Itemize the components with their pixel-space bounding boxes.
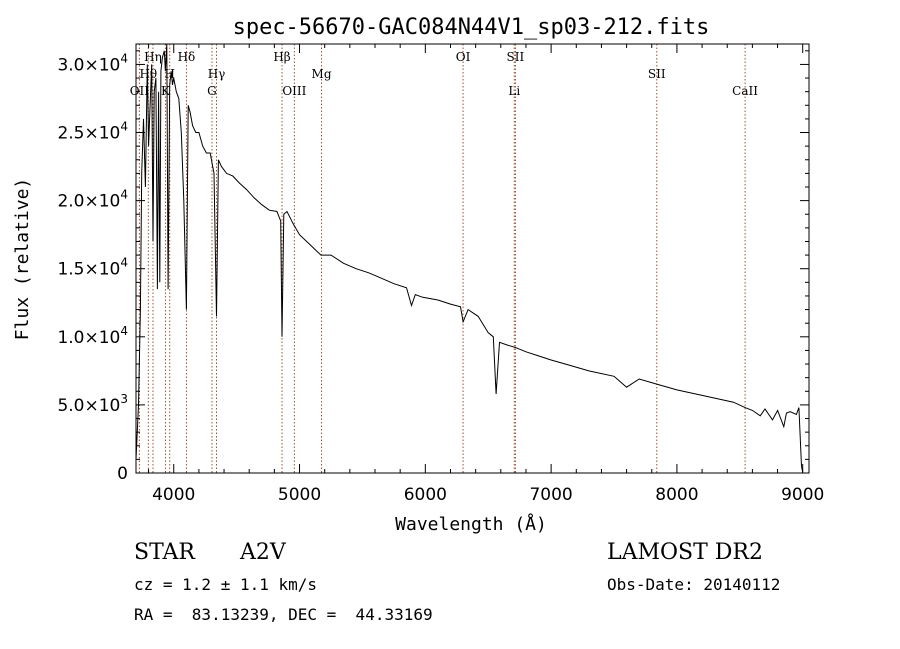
y-tick-label-2: 1.0×104 (57, 324, 128, 348)
y-tick-exponent: 4 (120, 188, 128, 202)
x-axis-label: Wavelength (Å) (395, 513, 547, 535)
y-tick-label-1: 5.0×103 (57, 392, 128, 416)
line-marker-label-13: Li (508, 84, 520, 98)
line-marker-label-0: OII (130, 84, 150, 98)
plot-axes: 4000 5000 6000 7000 8000 900005.0×1031.0×1041… (57, 43, 824, 505)
y-axis-label: Flux (relative) (12, 178, 33, 341)
coordinates: RA = 83.13239, DEC = 44.33169 (134, 605, 433, 624)
line-marker-label-6: G (207, 84, 217, 98)
survey-name: LAMOST DR2 (607, 540, 763, 565)
spectral-line-markers: OII Hθ Hη KH Hδ G Hγ Hβ OIII Mg OI SII Li SII CaII (130, 44, 758, 473)
line-marker-label-9: OIII (282, 84, 306, 98)
line-marker-label-14: SII (648, 67, 666, 81)
chart-title: spec-56670-GAC084N44V1_sp03-212.fits (233, 15, 710, 40)
y-tick-label-6: 3.0×104 (57, 51, 128, 75)
y-tick-label-5: 2.5×104 (57, 120, 128, 144)
x-tick-label-1: 5000 (278, 485, 321, 505)
line-marker-label-10: Mg (312, 67, 332, 81)
y-tick-mantissa: 3.0×10 (57, 55, 120, 75)
y-tick-mantissa: 2.0×10 (57, 192, 120, 212)
subclass: A2V (240, 540, 286, 565)
line-marker-label-8: Hβ (273, 50, 290, 64)
line-marker-label-12: SII (507, 50, 525, 64)
y-tick-mantissa: 2.5×10 (57, 124, 120, 144)
line-marker-label-4: H (164, 67, 174, 81)
line-marker-label-1: Hθ (139, 67, 157, 81)
line-marker-label-7: Hγ (208, 67, 226, 81)
spectrum-line-0 (135, 43, 804, 473)
y-tick-exponent: 4 (120, 324, 128, 338)
obs-date: Obs-Date: 20140112 (607, 575, 781, 594)
y-tick-label-0: 0 (117, 464, 128, 484)
x-tick-label-3: 7000 (529, 485, 572, 505)
plot-frame (135, 43, 810, 474)
x-tick-label-5: 9000 (781, 485, 824, 505)
line-marker-label-11: OI (456, 50, 471, 64)
y-tick-label-3: 1.5×104 (57, 256, 128, 280)
line-marker-label-15: CaII (732, 84, 758, 98)
y-tick-exponent: 3 (120, 392, 128, 406)
y-tick-mantissa: 5.0×10 (57, 396, 120, 416)
line-marker-label-2: Hη (144, 50, 162, 64)
x-tick-label-4: 8000 (655, 485, 698, 505)
y-tick-exponent: 4 (120, 120, 128, 134)
redshift-cz: cz = 1.2 ± 1.1 km/s (134, 575, 318, 594)
y-tick-label-4: 2.0×104 (57, 188, 128, 212)
y-tick-mantissa: 1.5×10 (57, 260, 120, 280)
plot-series (135, 43, 804, 473)
y-tick-exponent: 4 (120, 51, 128, 65)
line-marker-label-5: Hδ (178, 50, 196, 64)
line-marker-label-3: K (161, 84, 171, 98)
y-tick-exponent: 4 (120, 256, 128, 270)
object-class: STAR (134, 540, 195, 565)
x-tick-label-0: 4000 (152, 485, 195, 505)
x-tick-label-2: 6000 (404, 485, 447, 505)
y-tick-mantissa: 1.0×10 (57, 328, 120, 348)
